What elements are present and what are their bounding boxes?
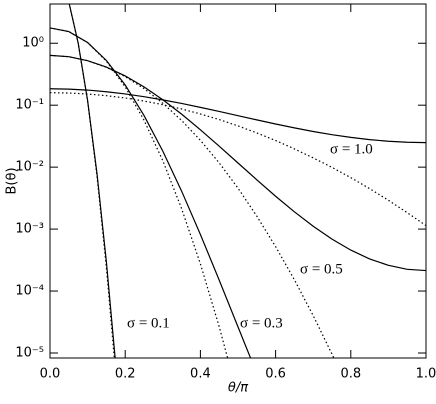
x-tick-label: 0.8 xyxy=(340,367,361,382)
curve xyxy=(68,4,115,358)
curve xyxy=(50,54,335,358)
y-tick-label: 10⁻⁴ xyxy=(15,284,44,299)
plot-frame xyxy=(49,3,427,359)
curve xyxy=(50,54,426,272)
curves xyxy=(50,4,426,358)
x-axis-label: θ/π xyxy=(228,381,248,396)
x-tick-label: 0.4 xyxy=(190,367,211,382)
annotation: σ = 0.3 xyxy=(240,315,283,331)
y-tick-label: 10⁻⁵ xyxy=(15,345,44,360)
curve xyxy=(50,92,426,227)
curve xyxy=(50,88,426,144)
x-tick-label: 1.0 xyxy=(416,367,436,382)
y-tick-label: 10⁻³ xyxy=(15,222,44,237)
x-tick-label: 0.6 xyxy=(265,367,286,382)
y-tick-label: 10⁻¹ xyxy=(15,98,44,113)
curve xyxy=(68,4,116,358)
y-tick-label: 10⁻² xyxy=(15,160,44,175)
curve xyxy=(50,27,229,358)
annotation: σ = 0.5 xyxy=(300,261,343,277)
x-tick-label: 0.0 xyxy=(40,367,61,382)
y-tick-label: 10⁰ xyxy=(22,36,44,51)
x-tick-label: 0.2 xyxy=(115,367,136,382)
y-axis-label: B(θ) xyxy=(5,167,20,194)
annotation: σ = 0.1 xyxy=(127,315,170,331)
annotation: σ = 1.0 xyxy=(330,141,373,157)
